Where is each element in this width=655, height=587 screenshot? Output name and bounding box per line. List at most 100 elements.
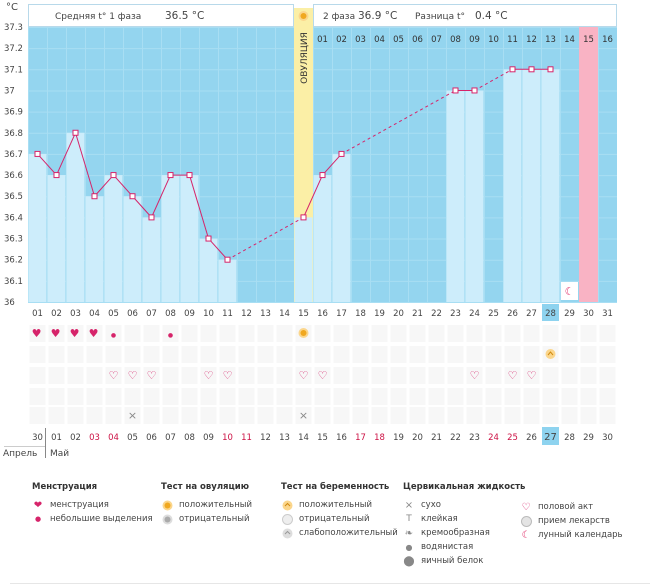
temperature-line	[113, 174, 133, 197]
y-tick-label: 37.3	[4, 23, 23, 33]
temperature-line	[75, 132, 95, 197]
symbol-cell	[48, 325, 65, 342]
luteal-day-label: 15	[583, 35, 594, 45]
symbol-cell	[485, 367, 502, 384]
symbol-cell	[371, 367, 388, 384]
cycle-day-label: 31	[602, 309, 613, 319]
cycle-day-label: 30	[583, 309, 594, 319]
temperature-point	[72, 129, 79, 136]
y-tick-label: 36.4	[4, 213, 23, 223]
luteal-day-label: 13	[545, 35, 556, 45]
cycle-day-label: 05	[108, 309, 119, 319]
symbol-cell	[428, 367, 445, 384]
legend-title: Цервикальная жидкость	[403, 482, 526, 492]
luteal-day-label: 16	[602, 35, 613, 45]
symbol-cell	[200, 346, 217, 363]
symbol-cell	[523, 388, 540, 405]
symbol-cell	[143, 346, 160, 363]
symbol-cell	[352, 325, 369, 342]
symbol-cell	[105, 325, 122, 342]
symbol-cell	[580, 388, 597, 405]
cycle-day-label: 06	[127, 309, 138, 319]
symbol-cell	[86, 325, 103, 342]
symbol-cell	[314, 407, 331, 424]
symbol-cell	[276, 325, 293, 342]
symbol-cell	[599, 346, 616, 363]
temperature-bar	[104, 175, 123, 302]
symbol-cell	[352, 346, 369, 363]
symbol-cell	[504, 325, 521, 342]
luteal-day-label: 12	[526, 35, 537, 45]
temperature-line	[208, 238, 228, 261]
symbol-cell	[428, 325, 445, 342]
symbol-cell	[542, 325, 559, 342]
symbol-cell	[276, 367, 293, 384]
legend-item: слабоположительный	[299, 528, 398, 538]
temperature-point	[53, 172, 60, 179]
symbol-cell	[314, 367, 331, 384]
symbol-cell	[162, 325, 179, 342]
symbol-cell	[561, 346, 578, 363]
symbol-cell	[390, 388, 407, 405]
symbol-cell	[238, 388, 255, 405]
symbol-cell	[162, 407, 179, 424]
calendar-date-label: 07	[165, 433, 176, 443]
luteal-day-label: 09	[469, 35, 480, 45]
symbol-cell	[447, 325, 464, 342]
month-may: Май	[50, 449, 69, 459]
heart-icon: ♡	[109, 369, 119, 382]
heart-icon: ♡	[147, 369, 157, 382]
symbol-cell	[219, 325, 236, 342]
temperature-point	[300, 214, 307, 221]
y-tick-label: 36.5	[4, 192, 23, 202]
symbol-cell	[485, 346, 502, 363]
temperature-bar	[85, 196, 104, 302]
temperature-bar	[465, 90, 484, 302]
calendar-date-label: 30	[602, 433, 613, 443]
temperature-point	[148, 214, 155, 221]
symbol-cell	[162, 346, 179, 363]
symbol-cell	[409, 407, 426, 424]
cycle-day-label: 16	[317, 309, 328, 319]
sun-negative-icon	[161, 513, 173, 525]
symbol-cell	[580, 407, 597, 424]
calendar-date-label: 17	[355, 433, 366, 443]
symbol-cell	[29, 346, 46, 363]
calendar-date-label: 19	[393, 433, 404, 443]
calendar-date-label: 25	[507, 433, 518, 443]
symbol-cell	[542, 388, 559, 405]
menstruation-icon: ♥	[70, 327, 80, 340]
symbol-cell	[333, 325, 350, 342]
luteal-day-label: 11	[507, 35, 518, 45]
divider	[10, 583, 650, 584]
symbol-cell	[200, 325, 217, 342]
calendar-date-label: 14	[298, 433, 309, 443]
symbol-cell	[29, 367, 46, 384]
symbol-cell	[428, 407, 445, 424]
cycle-day-label: 22	[431, 309, 442, 319]
unit-label: °C	[6, 2, 18, 13]
calendar-date-label: 11	[241, 433, 252, 443]
phase2-label: 2 фаза	[323, 12, 355, 22]
bbt-chart: Средняя t° 1 фаза 36.5 °C 2 фаза 36.9 °C Раз…	[3, 2, 617, 459]
y-tick-label: 37	[4, 86, 15, 96]
cycle-day-label: 23	[450, 309, 461, 319]
symbol-cell	[352, 407, 369, 424]
symbol-cell	[561, 388, 578, 405]
symbol-cell	[238, 325, 255, 342]
header-phase1-box	[28, 4, 294, 27]
temperature-bar	[446, 90, 465, 302]
symbol-cell	[466, 407, 483, 424]
temperature-line	[189, 174, 209, 239]
temperature-point	[471, 87, 478, 94]
cycle-day-label: 11	[222, 309, 233, 319]
luteal-day-label: 02	[336, 35, 347, 45]
temperature-point	[34, 150, 41, 157]
temperature-line	[474, 68, 513, 91]
y-tick-label: 36.3	[4, 235, 23, 245]
symbol-cell	[124, 388, 141, 405]
symbol-cell	[67, 325, 84, 342]
symbol-cell	[466, 388, 483, 405]
temperature-point	[205, 235, 212, 242]
